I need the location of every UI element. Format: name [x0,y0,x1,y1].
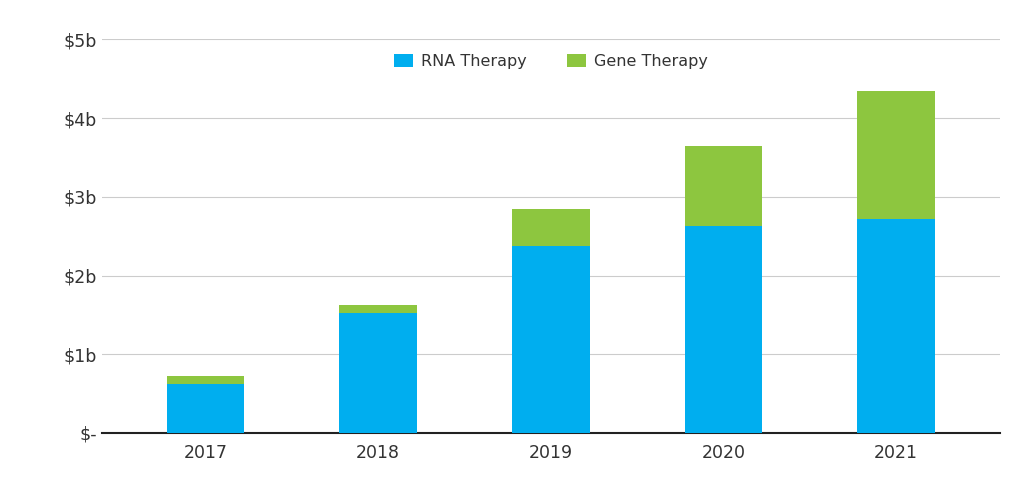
Bar [684,146,761,226]
Bar [684,226,761,433]
Legend: RNA Therapy, Gene Therapy: RNA Therapy, Gene Therapy [387,47,713,75]
Bar [512,209,589,246]
Bar [339,312,417,433]
Bar [166,376,245,384]
Bar [166,384,245,433]
Bar [856,219,934,433]
Bar [339,306,417,312]
Bar [512,246,589,433]
Bar [856,92,934,219]
